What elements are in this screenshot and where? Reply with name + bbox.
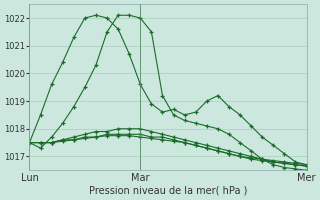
X-axis label: Pression niveau de la mer( hPa ): Pression niveau de la mer( hPa )	[89, 186, 247, 196]
